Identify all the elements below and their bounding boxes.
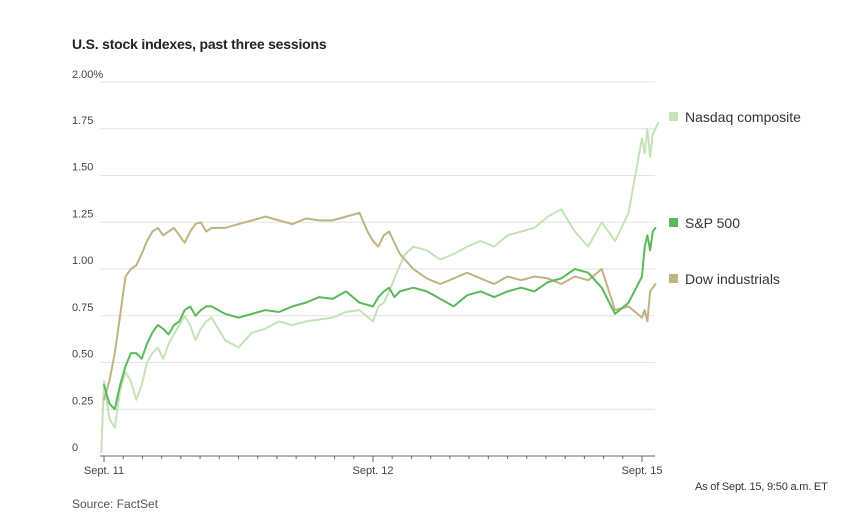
series-line-s-p-500 (103, 226, 657, 411)
y-tick-label: 2.00% (72, 69, 103, 81)
legend-label-nasdaq-composite: Nasdaq composite (685, 109, 801, 125)
y-tick-label: 0.25 (72, 395, 93, 407)
x-tick-label: Sept. 11 (84, 465, 124, 477)
legend-label-dow-industrials: Dow industrials (685, 271, 780, 287)
y-tick-label: 1.00 (72, 255, 93, 267)
chart-title: U.S. stock indexes, past three sessions (72, 36, 327, 52)
timestamp-note: As of Sept. 15, 9:50 a.m. ET (695, 481, 828, 493)
y-tick-label: 1.75 (72, 115, 93, 127)
legend-swatch-dow-industrials (669, 274, 678, 283)
series-line-dow-industrials (103, 211, 657, 401)
legend-label-s-p-500: S&P 500 (685, 215, 740, 231)
y-tick-label: 0.75 (72, 302, 93, 314)
y-tick-label: 0 (72, 442, 78, 454)
y-tick-label: 1.25 (72, 208, 93, 220)
legend-swatch-nasdaq-composite (669, 112, 678, 121)
y-tick-label: 0.50 (72, 349, 93, 361)
y-tick-label: 1.50 (72, 162, 93, 174)
source-note: Source: FactSet (72, 497, 159, 511)
legend-swatch-s-p-500 (669, 218, 678, 227)
series-line-nasdaq-composite (100, 122, 660, 454)
x-tick-label: Sept. 15 (622, 465, 663, 477)
x-tick-label: Sept. 12 (353, 465, 394, 477)
